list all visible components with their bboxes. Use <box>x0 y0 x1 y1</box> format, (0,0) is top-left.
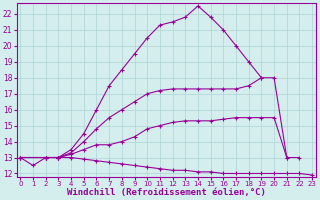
X-axis label: Windchill (Refroidissement éolien,°C): Windchill (Refroidissement éolien,°C) <box>67 188 266 197</box>
